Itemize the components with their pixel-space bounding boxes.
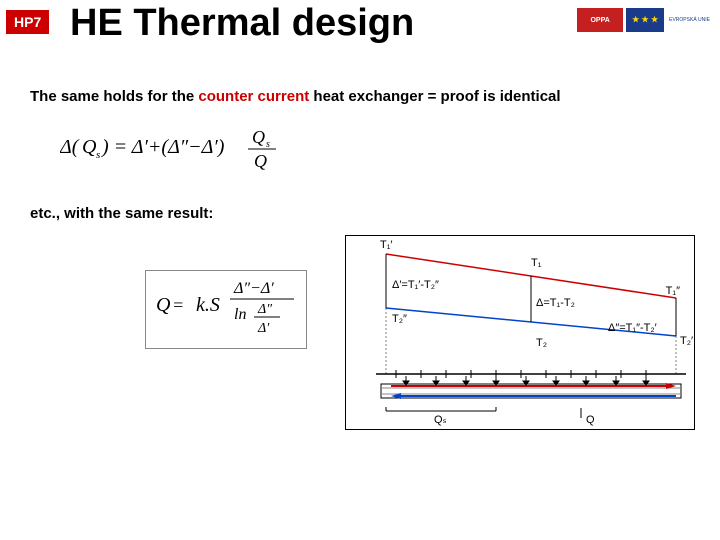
result-line: etc., with the same result: [30,205,213,222]
svg-text:Δ′: Δ′ [257,321,270,336]
label-qs: Qₛ [434,414,447,426]
svg-text:k.S: k.S [196,294,220,316]
svg-text:Q: Q [254,151,267,171]
svg-text:Q: Q [82,136,97,158]
label-dprime: Δ′=T₁′-T₂″ [392,279,439,291]
slide-badge: HP7 [6,10,49,34]
svg-text:Δ″−Δ′: Δ″−Δ′ [233,280,274,297]
label-t2: T₂ [536,337,547,349]
label-q: Q [586,414,595,426]
diagram-svg: T₁′ T₁ T₁″ Δ′=T₁′-T₂″ Δ=T₁-T₂ Δ″=T₁″-T₂′… [346,236,696,431]
equation1-svg: Δ( Q s ) = Δ′+(Δ″−Δ′) Q s Q [60,125,300,171]
svg-text:Q: Q [252,127,265,147]
intro-line: The same holds for the counter current h… [30,88,561,105]
eu-flag-icon: ★ ★ ★ [626,8,664,32]
equation-main: Q = k.S Δ″−Δ′ ln Δ″ Δ′ [145,270,307,349]
temperature-diagram: T₁′ T₁ T₁″ Δ′=T₁′-T₂″ Δ=T₁-T₂ Δ″=T₁″-T₂′… [345,235,695,430]
svg-text:s: s [266,139,270,150]
oppa-logo: OPPA [577,8,623,32]
svg-text:=: = [172,295,184,315]
label-dpprime: Δ″=T₁″-T₂′ [608,322,657,334]
equation2-svg: Q = k.S Δ″−Δ′ ln Δ″ Δ′ [156,277,296,337]
svg-text:Δ″: Δ″ [257,302,272,317]
eu-stars-icon: ★ ★ ★ [632,16,658,24]
label-t2pp: T₂″ [392,313,407,325]
svg-text:) = Δ′+(Δ″−Δ′): ) = Δ′+(Δ″−Δ′) [101,136,225,158]
eu-text: EVROPSKÁ UNIE [669,18,710,23]
label-t1pp: T₁″ [666,285,680,297]
intro-emphasis: counter current [198,88,309,105]
intro-pre: The same holds for the [30,88,198,105]
equation-delta-qs: Δ( Q s ) = Δ′+(Δ″−Δ′) Q s Q [60,125,300,177]
svg-text:Δ(: Δ( [60,136,80,158]
svg-text:s: s [96,149,100,161]
svg-text:Q: Q [156,294,171,316]
intro-post: heat exchanger = proof is identical [309,88,560,105]
label-delta: Δ=T₁-T₂ [536,297,575,309]
svg-text:ln: ln [234,306,246,323]
label-t2p: T₂′ [680,335,693,347]
logo-area: OPPA ★ ★ ★ EVROPSKÁ UNIE [577,8,710,32]
label-t1: T₁ [531,257,542,269]
label-t1p: T₁′ [380,239,393,251]
page-title: HE Thermal design [70,2,414,45]
